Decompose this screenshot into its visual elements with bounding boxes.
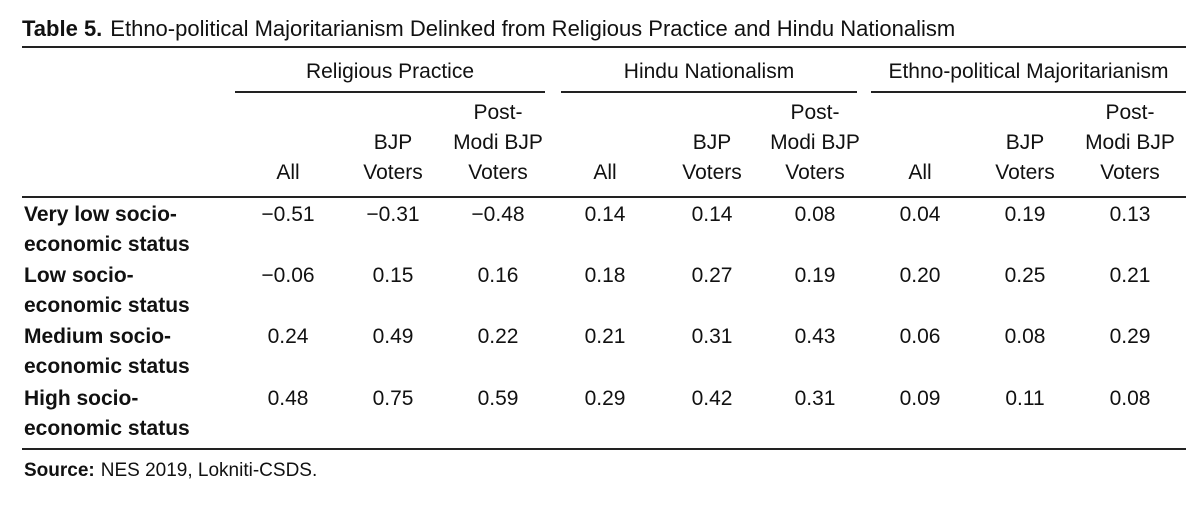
column-header: All xyxy=(276,161,300,184)
column-header: Post- Modi BJP Voters xyxy=(1085,101,1175,184)
column-header: BJP Voters xyxy=(995,131,1055,184)
table-cell: 0.04 xyxy=(899,203,941,226)
table-cell: 0.14 xyxy=(691,203,733,226)
row-label: Medium socio-economic status xyxy=(24,325,190,378)
table-number: Table 5. xyxy=(22,16,103,41)
column-group-rule xyxy=(871,91,1186,93)
table-cell: 0.29 xyxy=(584,387,626,410)
table-cell: −0.06 xyxy=(261,264,315,287)
table-cell: 0.49 xyxy=(372,325,414,348)
column-header: All xyxy=(908,161,932,184)
table-cell: 0.13 xyxy=(1109,203,1151,226)
source-label: Source: xyxy=(24,460,95,481)
table-cell: 0.27 xyxy=(691,264,733,287)
table-cell: 0.11 xyxy=(1005,387,1045,410)
table-cell: 0.19 xyxy=(1004,203,1046,226)
column-group-rule xyxy=(235,91,545,93)
column-group-header: Hindu Nationalism xyxy=(623,60,795,83)
table-cell: 0.08 xyxy=(1109,387,1151,410)
column-header: Post- Modi BJP Voters xyxy=(453,101,543,184)
table-cell: −0.48 xyxy=(471,203,525,226)
table-cell: 0.16 xyxy=(477,264,519,287)
table-title: Table 5. Ethno-political Majoritarianism … xyxy=(22,16,955,42)
bottom-rule xyxy=(22,448,1186,450)
table-cell: −0.31 xyxy=(366,203,420,226)
column-header: BJP Voters xyxy=(363,131,423,184)
table-cell: 0.06 xyxy=(899,325,941,348)
table-cell: 0.31 xyxy=(794,387,836,410)
table-cell: 0.09 xyxy=(899,387,941,410)
header-rule xyxy=(22,196,1186,198)
table-cell: 0.21 xyxy=(584,325,626,348)
table-cell: 0.48 xyxy=(267,387,309,410)
top-rule xyxy=(22,46,1186,48)
source-text: NES 2019, Lokniti-CSDS. xyxy=(100,460,318,481)
table-cell: 0.08 xyxy=(1004,325,1046,348)
table-cell: 0.18 xyxy=(584,264,626,287)
column-group-header: Religious Practice xyxy=(305,60,475,83)
table-cell: 0.42 xyxy=(691,387,733,410)
table-cell: 0.75 xyxy=(372,387,414,410)
table-cell: 0.25 xyxy=(1004,264,1046,287)
table-cell: 0.43 xyxy=(794,325,836,348)
table-caption: Ethno-political Majoritarianism Delinked… xyxy=(110,16,956,41)
row-label: Low socio-economic status xyxy=(24,264,190,317)
table-cell: −0.51 xyxy=(261,203,315,226)
row-label: High socio-economic status xyxy=(24,387,190,440)
table-cell: 0.29 xyxy=(1109,325,1151,348)
table-cell: 0.14 xyxy=(584,203,626,226)
table-cell: 0.59 xyxy=(477,387,519,410)
table-source: Source: NES 2019, Lokniti-CSDS. xyxy=(24,460,317,482)
table-cell: 0.24 xyxy=(267,325,309,348)
table-cell: 0.21 xyxy=(1109,264,1151,287)
table-cell: 0.20 xyxy=(899,264,941,287)
table-cell: 0.19 xyxy=(794,264,836,287)
column-header: All xyxy=(593,161,617,184)
column-group-header: Ethno-political Majoritarianism xyxy=(888,60,1169,83)
column-header: Post- Modi BJP Voters xyxy=(770,101,860,184)
row-label: Very low socio-economic status xyxy=(24,203,190,256)
table-cell: 0.08 xyxy=(794,203,836,226)
column-group-rule xyxy=(561,91,857,93)
table-cell: 0.22 xyxy=(477,325,519,348)
column-header: BJP Voters xyxy=(682,131,742,184)
table-cell: 0.31 xyxy=(691,325,733,348)
table-cell: 0.15 xyxy=(372,264,414,287)
